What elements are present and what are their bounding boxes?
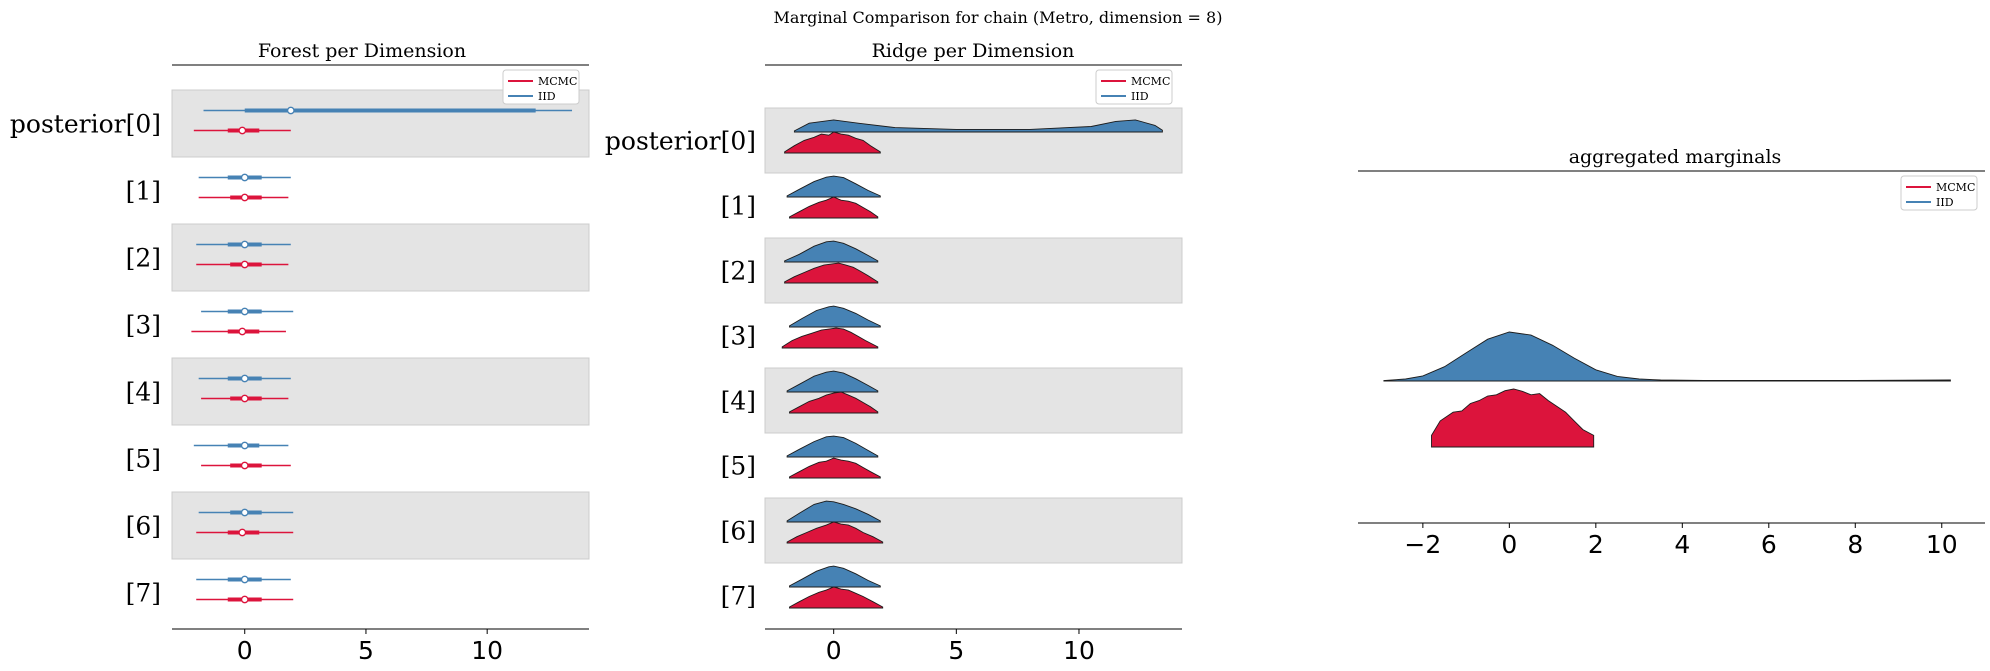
x-tick-label: 0 [1501,530,1517,559]
y-label: [6] [721,517,756,546]
y-label: posterior[0] [605,127,756,156]
x-tick-label: 10 [1063,636,1095,665]
mcmc-ridge-density [786,521,884,544]
iid-ridge-density [793,119,1163,133]
y-label: [3] [126,311,161,340]
ridge-plot: posterior[0] [1] [2] [3] [4] [5] [6] [7] MCMC IID… [605,64,1183,665]
x-tick-label: 4 [1674,530,1690,559]
aggregated-plot: MCMC IID −2 0 2 4 6 8 10 [1358,170,1985,559]
mcmc-ridge-density [789,196,879,219]
mcmc-median-point [238,528,247,537]
legend-label-iid: IID [538,90,556,103]
x-tick-label: 0 [826,636,842,665]
mcmc-aggregated-density [1431,388,1595,448]
y-label: [5] [721,452,756,481]
y-label: [4] [721,387,756,416]
y-label: [2] [126,244,161,273]
iid-ridge-density [784,240,879,263]
iid-median-point [286,106,295,115]
y-label: [3] [721,322,756,351]
mcmc-median-point [240,394,249,403]
mcmc-ridge-density [784,262,879,284]
x-tick-label: 6 [1761,530,1777,559]
mcmc-ridge-density [781,327,879,349]
mcmc-ridge-density [789,586,884,609]
aggregated-title: aggregated marginals [1569,146,1782,168]
iid-ridge-density [786,500,881,523]
mcmc-median-point [240,193,249,202]
x-tick-label: 8 [1847,530,1863,559]
legend-label-iid: IID [1936,196,1954,209]
mcmc-median-point [238,126,247,135]
y-label: posterior[0] [10,110,161,139]
iid-ridge-density [786,175,881,198]
forest-plot: posterior[0] [1] [2] [3] [4] [5] [6] [7] MCMC IID… [10,64,590,665]
iid-ridge-density [789,565,881,588]
iid-median-point [240,508,249,517]
legend-label-mcmc: MCMC [538,75,577,88]
y-label: [1] [721,192,756,221]
x-tick-label: 5 [948,636,964,665]
y-label: [2] [721,257,756,286]
iid-aggregated-density [1383,331,1951,382]
ridge-title: Ridge per Dimension [872,40,1075,62]
mcmc-ridge-density [789,391,879,414]
iid-ridge-density [789,305,881,328]
x-tick-label: 10 [1926,530,1958,559]
y-label: [5] [126,445,161,474]
y-label: [7] [721,582,756,611]
x-tick-label: 0 [237,636,253,665]
x-tick-label: 2 [1588,530,1604,559]
iid-ridge-density [786,435,879,458]
aggregated-panel: aggregated marginals MCMC IID −2 0 2 4 6 8 10 [1358,146,1985,559]
mcmc-median-point [240,461,249,470]
forest-panel: Forest per Dimension posterior[0] [1] [2] [… [10,40,590,665]
y-label: [1] [126,177,161,206]
mcmc-median-point [240,260,249,269]
iid-median-point [240,575,249,584]
legend-label-mcmc: MCMC [1936,181,1975,194]
iid-median-point [240,240,249,249]
x-tick-label: −2 [1404,530,1441,559]
legend-label-iid: IID [1131,90,1149,103]
y-label: [7] [126,579,161,608]
x-tick-label: 10 [471,636,503,665]
iid-ridge-density [786,370,879,393]
y-label: [6] [126,512,161,541]
iid-median-point [240,374,249,383]
x-tick-label: 5 [358,636,374,665]
iid-median-point [240,441,249,450]
ridge-panel: Ridge per Dimension posterior[0] [1] [2] [3… [605,40,1183,665]
iid-median-point [240,173,249,182]
mcmc-median-point [240,595,249,604]
mcmc-ridge-density [784,131,881,154]
y-label: [4] [126,378,161,407]
mcmc-ridge-density [789,457,881,479]
figure-suptitle: Marginal Comparison for chain (Metro, di… [774,8,1223,27]
row-band [171,357,590,426]
legend-label-mcmc: MCMC [1131,75,1170,88]
iid-median-point [240,307,249,316]
row-band [171,491,590,560]
row-band [171,223,590,292]
forest-title: Forest per Dimension [258,40,466,62]
mcmc-median-point [238,327,247,336]
